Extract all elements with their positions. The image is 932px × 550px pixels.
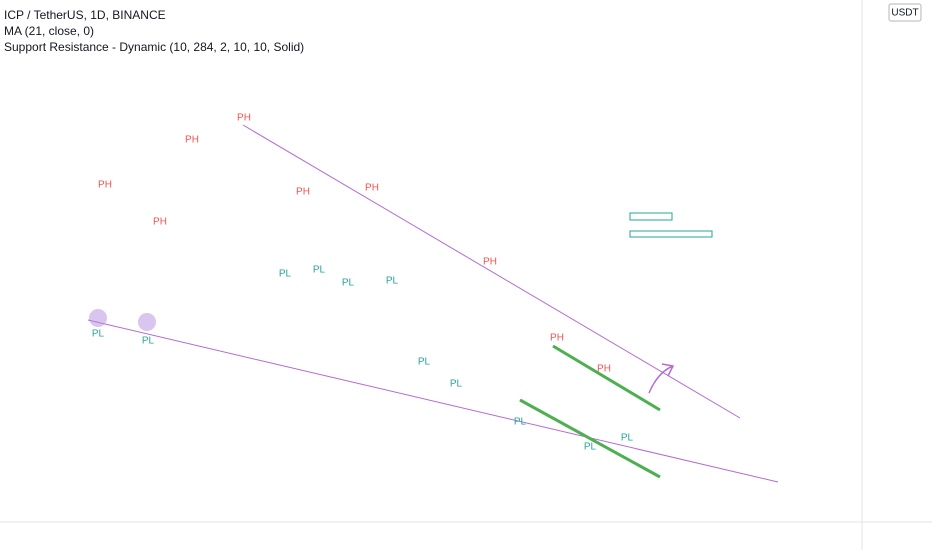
pl-label: PL [342, 278, 355, 289]
drawings [87, 124, 779, 483]
pl-label: PL [142, 336, 155, 347]
currency-box[interactable] [888, 3, 922, 22]
indicator-legend: Support Resistance - Dynamic (10, 284, 2… [4, 40, 304, 54]
ph-label: PH [153, 217, 167, 228]
pl-label: PL [279, 269, 292, 280]
pl-label: PL [584, 442, 597, 453]
arrow [648, 363, 675, 394]
channel-line [552, 344, 661, 412]
pl-label: PL [313, 265, 326, 276]
pivot-labels: PH PH PH PH PH PH PH PH PH PL PL PL PL P… [92, 113, 634, 453]
box [629, 230, 713, 238]
ma-legend: MA (21, close, 0) [4, 24, 94, 38]
channel-line [519, 398, 661, 479]
pivot-circle [89, 309, 107, 327]
ph-label: PH [550, 333, 564, 344]
ph-label: PH [237, 113, 251, 124]
pl-label: PL [450, 379, 463, 390]
ph-label: PH [365, 183, 379, 194]
ph-label: PH [597, 364, 611, 375]
pl-label: PL [92, 329, 105, 340]
trend-line [87, 319, 779, 483]
time-axis [0, 522, 932, 550]
ph-label: PH [296, 187, 310, 198]
currency[interactable]: USDT [891, 8, 918, 19]
pivot-circle [138, 313, 156, 331]
trend-line [242, 124, 741, 419]
price-axis [862, 0, 932, 550]
box [629, 212, 673, 221]
pl-label: PL [386, 276, 399, 287]
ph-label: PH [98, 180, 112, 191]
pl-label: PL [418, 357, 431, 368]
symbol-legend: ICP / TetherUS, 1D, BINANCE [4, 8, 166, 22]
ph-label: PH [185, 135, 199, 146]
pl-label: PL [514, 417, 527, 428]
ph-label: PH [483, 257, 497, 268]
pl-label: PL [621, 433, 634, 444]
